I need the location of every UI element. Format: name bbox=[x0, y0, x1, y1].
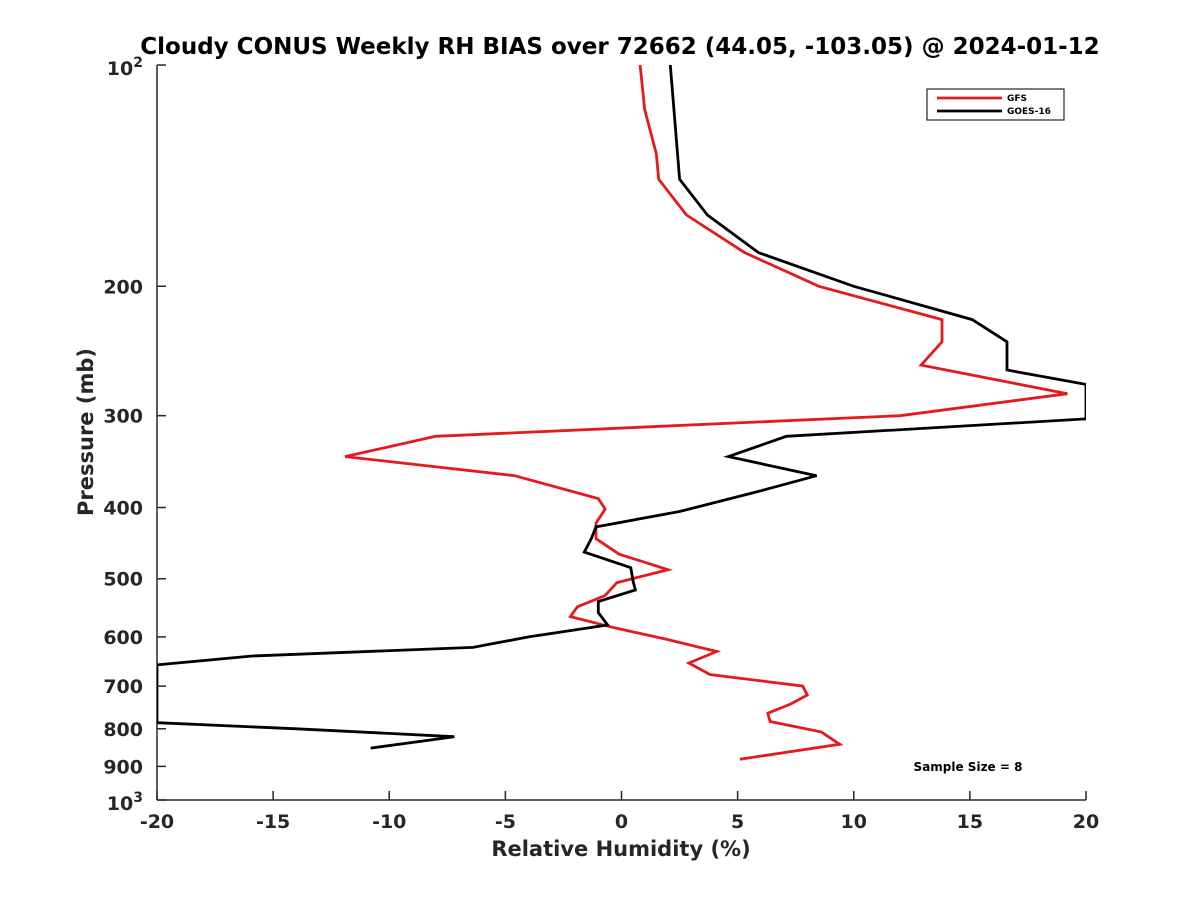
y-axis: 102 200 300 400 500 600 700 800 900 103 bbox=[103, 55, 166, 815]
y-tick-label: 900 bbox=[103, 756, 143, 778]
legend-label: GFS bbox=[1007, 94, 1027, 104]
x-tick-label: 20 bbox=[1073, 811, 1099, 833]
y-tick-label: 102 bbox=[107, 55, 143, 80]
y-tick-label: 300 bbox=[103, 406, 143, 428]
y-tick-label: 200 bbox=[103, 276, 143, 298]
series-line-gfs bbox=[344, 65, 1068, 761]
plot-area bbox=[156, 65, 1086, 801]
x-tick-label: 15 bbox=[957, 811, 983, 833]
x-tick-label: 5 bbox=[731, 811, 744, 833]
chart-title: Cloudy CONUS Weekly RH BIAS over 72662 (… bbox=[140, 34, 1099, 60]
x-axis-label: Relative Humidity (%) bbox=[491, 837, 750, 861]
y-tick-label: 103 bbox=[107, 790, 143, 815]
x-tick-label: 10 bbox=[841, 811, 867, 833]
y-tick-label: 400 bbox=[103, 498, 143, 520]
series-line-goes-16 bbox=[157, 65, 1086, 750]
y-tick-label: 600 bbox=[103, 627, 143, 649]
legend-box bbox=[926, 88, 1065, 121]
x-tick-label: -20 bbox=[140, 811, 174, 833]
legend: GFS GOES-16 bbox=[926, 88, 1065, 121]
x-tick-label: -10 bbox=[372, 811, 406, 833]
sample-size-annotation: Sample Size = 8 bbox=[914, 760, 1023, 774]
legend-label: GOES-16 bbox=[1007, 107, 1051, 117]
x-axis: -20 -15 -10 -5 0 5 10 15 20 bbox=[140, 791, 1099, 833]
x-tick-label: 0 bbox=[615, 811, 628, 833]
x-tick-label: -15 bbox=[256, 811, 290, 833]
y-axis-label: Pressure (mb) bbox=[74, 348, 98, 516]
series-group bbox=[157, 65, 1086, 761]
x-tick-label: -5 bbox=[495, 811, 516, 833]
y-tick-label: 700 bbox=[103, 676, 143, 698]
y-tick-label: 500 bbox=[103, 569, 143, 591]
y-tick-label: 800 bbox=[103, 719, 143, 741]
